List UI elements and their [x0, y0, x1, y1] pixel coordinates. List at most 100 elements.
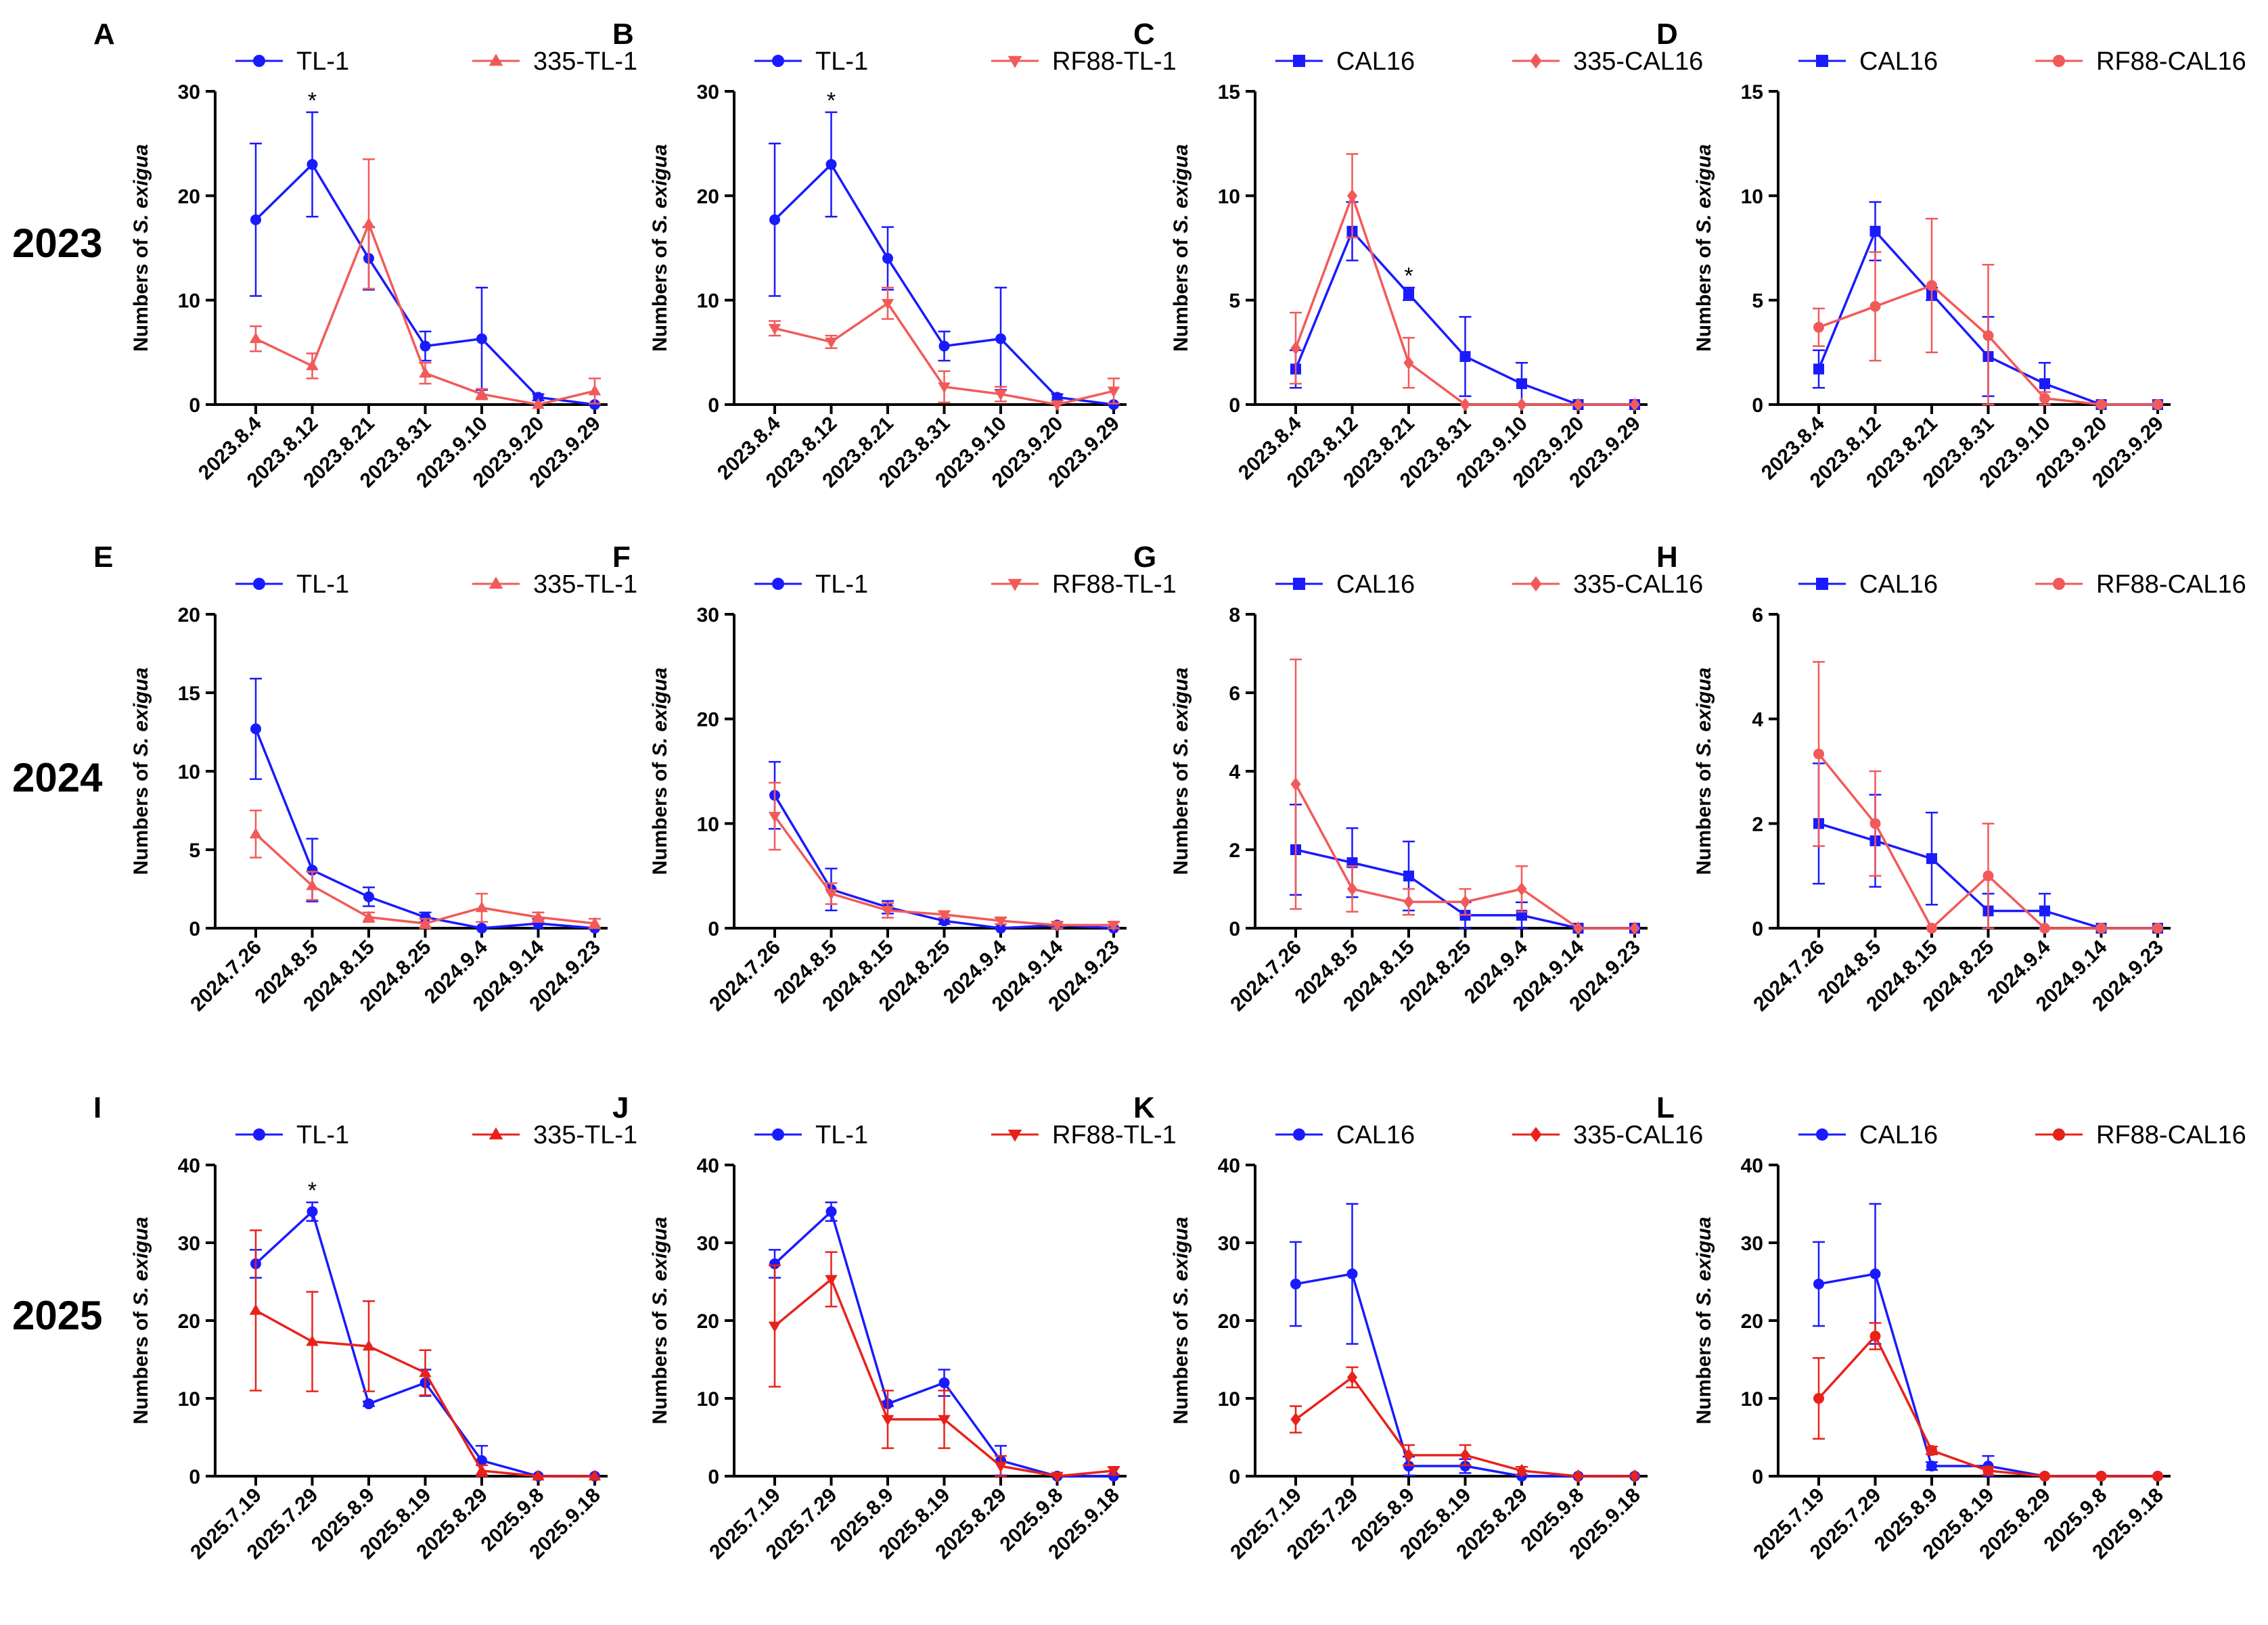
- y-tick-label: 10: [178, 761, 200, 783]
- data-point: [1629, 921, 1640, 935]
- y-tick-label: 0: [189, 918, 200, 940]
- legend-label: RF88-CAL16: [2096, 1121, 2246, 1149]
- legend-label: RF88-CAL16: [2096, 570, 2246, 599]
- data-point: [1516, 1463, 1527, 1478]
- y-axis-label-prefix: Numbers of: [130, 1306, 152, 1424]
- legend-marker: [772, 578, 784, 590]
- data-point: [475, 901, 489, 913]
- data-point: [419, 1366, 432, 1377]
- data-point: [1982, 330, 1994, 342]
- data-point: [1869, 300, 1881, 312]
- data-point: [306, 879, 319, 890]
- y-axis-label: Numbers of S. exigua: [649, 144, 671, 352]
- legend-marker: [1293, 578, 1305, 590]
- panel-letter: K: [1133, 1091, 1155, 1124]
- data-point: [825, 1275, 838, 1286]
- data-point: [994, 1461, 1007, 1473]
- data-point: [1572, 398, 1584, 411]
- panel-d: D CAL16 RF88-CAL16 0 5 10 15 Numbers of S. exig…: [1656, 18, 2246, 492]
- legend-label: 335-TL-1: [533, 570, 637, 599]
- legend-item: TL-1: [235, 1121, 349, 1149]
- data-point: [1629, 1469, 1640, 1483]
- legend-item: TL-1: [754, 570, 868, 599]
- significance-mark: *: [827, 88, 836, 114]
- panel-k: K CAL16 335-CAL16 0 10 20 30 40 Numbers of S. ex…: [1133, 1091, 1703, 1563]
- legend-marker: [772, 1128, 784, 1141]
- y-tick-label: 0: [1229, 1466, 1240, 1488]
- series-0: [1290, 1203, 1640, 1482]
- y-axis-label-species: S. exigua: [1693, 144, 1715, 233]
- data-point: [1459, 351, 1471, 363]
- legend-item: RF88-TL-1: [991, 1121, 1177, 1149]
- data-point: [249, 332, 263, 344]
- y-axis-label: Numbers of S. exigua: [130, 144, 152, 352]
- panel-letter: H: [1656, 541, 1678, 574]
- y-tick-label: 0: [708, 394, 719, 417]
- legend-label: RF88-TL-1: [1052, 1121, 1177, 1149]
- data-point: [1926, 923, 1937, 934]
- y-tick-label: 10: [1741, 1388, 1763, 1411]
- year-labels: 2023 2024 2025: [12, 221, 103, 1338]
- data-point: [1290, 777, 1301, 792]
- y-tick-label: 15: [1741, 81, 1763, 104]
- y-tick-label: 10: [697, 813, 719, 836]
- y-tick-label: 40: [697, 1155, 719, 1177]
- panel-letter: A: [93, 18, 115, 51]
- data-point: [1926, 1445, 1937, 1457]
- data-point: [250, 214, 261, 225]
- y-axis-label-prefix: Numbers of: [649, 233, 671, 352]
- y-axis-label-species: S. exigua: [1170, 144, 1192, 233]
- y-tick-label: 10: [1218, 185, 1240, 208]
- y-tick-label: 20: [178, 1310, 200, 1333]
- data-point: [1346, 1370, 1358, 1384]
- y-axis-label: Numbers of S. exigua: [649, 1217, 671, 1425]
- data-point: [1459, 895, 1471, 909]
- legend-marker: [253, 578, 265, 590]
- x-tick-label: 2024.7.26: [1749, 936, 1829, 1016]
- y-tick-label: 30: [178, 81, 200, 104]
- data-point: [768, 812, 781, 823]
- legend-item: TL-1: [235, 47, 349, 76]
- data-point: [994, 916, 1007, 928]
- y-tick-label: 2: [1752, 813, 1763, 836]
- y-tick-label: 40: [1218, 1155, 1240, 1177]
- data-point: [476, 1455, 487, 1466]
- legend-item: CAL16: [1275, 1121, 1415, 1149]
- series-0: [250, 677, 600, 934]
- series-0: [769, 111, 1119, 410]
- legend-item: CAL16: [1275, 47, 1415, 76]
- legend-item: TL-1: [235, 570, 349, 599]
- data-point: [1813, 363, 1824, 375]
- panel-letter: J: [612, 1091, 629, 1124]
- y-axis-label-prefix: Numbers of: [649, 1306, 671, 1424]
- y-axis-label-species: S. exigua: [649, 1217, 671, 1306]
- data-point: [2039, 1471, 2050, 1482]
- y-tick-label: 0: [1752, 394, 1763, 417]
- legend-label: CAL16: [1859, 570, 1938, 599]
- legend-item: CAL16: [1798, 570, 1938, 599]
- data-point: [1572, 921, 1584, 935]
- panel-letter: E: [93, 541, 113, 574]
- data-point: [588, 384, 602, 396]
- data-point: [938, 382, 951, 394]
- significance-mark: *: [1404, 263, 1413, 289]
- y-tick-label: 4: [1229, 761, 1240, 783]
- legend-label: 335-CAL16: [1573, 47, 1703, 76]
- legend-item: CAL16: [1798, 1121, 1938, 1149]
- y-axis-label-species: S. exigua: [649, 144, 671, 233]
- x-tick-label: 2024.7.26: [705, 936, 785, 1016]
- y-axis-label-prefix: Numbers of: [1170, 756, 1192, 875]
- series-1: [249, 158, 602, 409]
- panel-f: F TL-1 RF88-TL-1 0 10 20 30 Numbers of S. exigu…: [612, 541, 1177, 1015]
- legend-marker: [1007, 1129, 1022, 1142]
- data-point: [2095, 923, 2107, 934]
- data-point: [1926, 1461, 1937, 1472]
- data-point: [1629, 398, 1640, 411]
- data-point: [995, 333, 1006, 344]
- y-tick-label: 20: [1218, 1310, 1240, 1333]
- y-axis-label: Numbers of S. exigua: [1170, 144, 1192, 352]
- data-point: [363, 891, 374, 902]
- year-label-2024: 2024: [12, 755, 103, 800]
- legend-item: RF88-CAL16: [2035, 570, 2246, 599]
- data-point: [1403, 1448, 1414, 1462]
